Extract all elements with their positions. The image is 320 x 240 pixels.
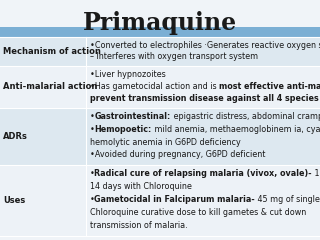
- Bar: [0, 165, 320, 236]
- Text: mild anemia, methaemoglobinem ia, cyanosis,: mild anemia, methaemoglobinem ia, cyanos…: [152, 125, 320, 134]
- Text: 15 mg daily for: 15 mg daily for: [312, 169, 320, 178]
- Text: Gastrointestinal:: Gastrointestinal:: [94, 113, 171, 121]
- Text: ADRs: ADRs: [3, 132, 28, 141]
- Text: •Converted to electrophiles ·Generates reactive oxygen species: •Converted to electrophiles ·Generates r…: [90, 41, 320, 50]
- Text: Anti-malarial action: Anti-malarial action: [3, 83, 98, 91]
- Text: •: •: [90, 169, 94, 178]
- Bar: [0, 66, 320, 108]
- Text: Radical cure of relapsing malaria (vivox, ovale)-: Radical cure of relapsing malaria (vivox…: [94, 169, 312, 178]
- Bar: [0, 108, 320, 165]
- Bar: [0, 27, 320, 37]
- Text: 14 days with Chloroquine: 14 days with Chloroquine: [90, 182, 191, 191]
- Bar: [0, 37, 320, 66]
- Text: Primaquine: Primaquine: [83, 11, 237, 35]
- Text: – Interferes with oxygen transport system: – Interferes with oxygen transport syste…: [90, 52, 258, 61]
- Text: •: •: [90, 195, 94, 204]
- Text: prevent transmission disease against all 4 species: prevent transmission disease against all…: [90, 94, 318, 103]
- Text: •Avoided during pregnancy, G6PD deficient: •Avoided during pregnancy, G6PD deficien…: [90, 150, 265, 159]
- Text: epigastric distress, abdominal cramps,: epigastric distress, abdominal cramps,: [171, 113, 320, 121]
- Text: •: •: [90, 113, 94, 121]
- Text: Uses: Uses: [3, 196, 26, 205]
- Text: 45 mg of single dose with: 45 mg of single dose with: [255, 195, 320, 204]
- Text: Hemopoetic:: Hemopoetic:: [94, 125, 152, 134]
- Text: hemolytic anemia in G6PD deficiency: hemolytic anemia in G6PD deficiency: [90, 138, 240, 147]
- Text: most effective anti-malarial to: most effective anti-malarial to: [219, 82, 320, 91]
- Text: •: •: [90, 125, 94, 134]
- Text: Gametocidal in Falciparum malaria-: Gametocidal in Falciparum malaria-: [94, 195, 255, 204]
- Text: Chloroquine curative dose to kill gametes & cut down: Chloroquine curative dose to kill gamete…: [90, 208, 306, 217]
- Text: transmission of malaria.: transmission of malaria.: [90, 221, 187, 230]
- Text: Mechanism of action: Mechanism of action: [3, 47, 101, 56]
- Text: •Has gametocidal action and is: •Has gametocidal action and is: [90, 82, 219, 91]
- Text: •Liver hypnozoites: •Liver hypnozoites: [90, 70, 165, 79]
